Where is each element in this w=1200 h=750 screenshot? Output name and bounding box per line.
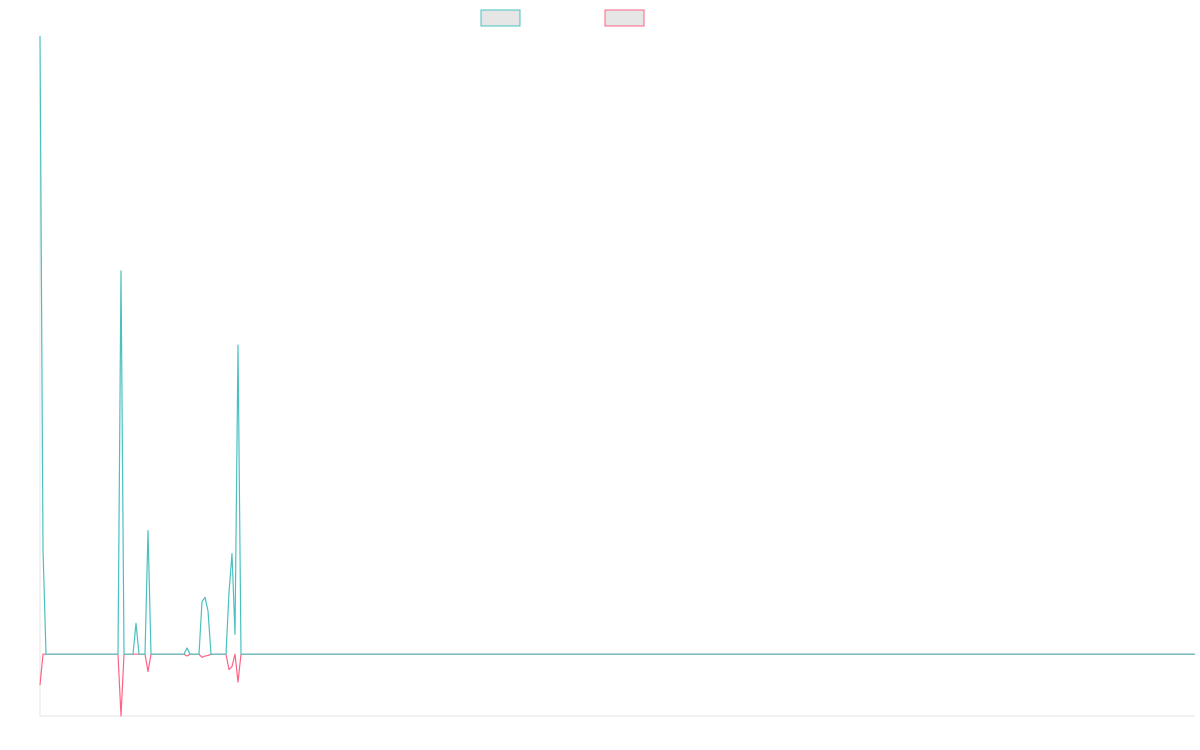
legend-item-1 [480, 9, 521, 27]
series-layer [39, 35, 1195, 717]
legend-swatch-1 [480, 9, 521, 27]
legend-swatch-2 [604, 9, 645, 27]
legend-item-2 [604, 9, 645, 27]
legend [480, 9, 645, 27]
series-line-2 [39, 653, 1195, 717]
series-line-1 [39, 35, 1195, 655]
axes [39, 36, 1195, 717]
